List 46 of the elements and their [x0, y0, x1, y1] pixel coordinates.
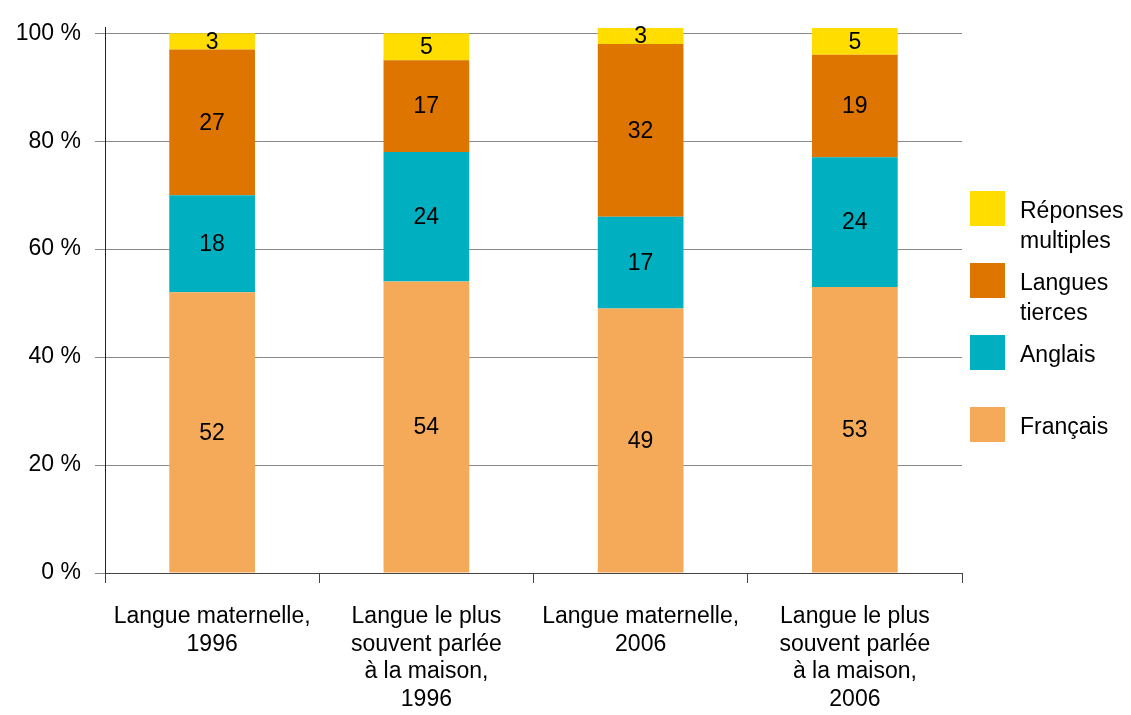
data-label: 17 [413, 92, 440, 119]
y-tick-label: 60 % [28, 234, 81, 261]
data-label: 24 [413, 203, 440, 230]
bar [597, 308, 684, 573]
data-label: 3 [634, 22, 648, 49]
bar [383, 60, 470, 152]
y-tick-label: 80 % [28, 126, 81, 153]
bar [383, 33, 470, 61]
legend-label: Français [1020, 412, 1109, 439]
bar [597, 27, 684, 44]
data-label: 5 [419, 33, 433, 60]
bar [169, 49, 255, 196]
legend-label: Réponses multiples [1020, 196, 1124, 253]
bar [169, 292, 255, 573]
x-tick-label: Langue maternelle, 1996 [113, 602, 311, 656]
bar [812, 27, 898, 55]
bar [812, 286, 898, 573]
y-tick-label: 0 % [41, 558, 81, 585]
data-label: 18 [199, 230, 225, 257]
x-tick-label: Langue le plus souvent parlée à la maison, 2006 [779, 602, 931, 711]
bar [169, 195, 255, 293]
data-label: 27 [199, 108, 225, 135]
y-tick-label: 40 % [28, 342, 81, 369]
x-tick-label: Langue maternelle, 2006 [542, 602, 740, 656]
bar [383, 281, 470, 573]
data-label: 24 [842, 208, 868, 235]
data-label: 49 [627, 426, 654, 453]
legend-label: Anglais [1020, 340, 1096, 367]
y-tick-label: 100 % [15, 18, 81, 45]
data-label: 54 [413, 413, 440, 440]
bar [597, 43, 684, 217]
data-label: 32 [627, 116, 654, 143]
bar [812, 54, 898, 158]
bar [169, 33, 255, 50]
data-label: 52 [199, 418, 225, 445]
data-label: 53 [842, 416, 868, 443]
data-label: 3 [205, 27, 219, 54]
legend-label: Langues tierces [1020, 268, 1109, 325]
bar [597, 216, 684, 309]
x-tick-label: Langue le plus souvent parlée à la maison, 1996 [350, 602, 502, 711]
bar [812, 157, 898, 287]
data-label: 17 [627, 248, 654, 275]
data-label: 19 [842, 92, 868, 119]
data-label: 5 [848, 27, 862, 54]
y-tick-label: 20 % [28, 450, 81, 477]
bar [383, 151, 470, 282]
